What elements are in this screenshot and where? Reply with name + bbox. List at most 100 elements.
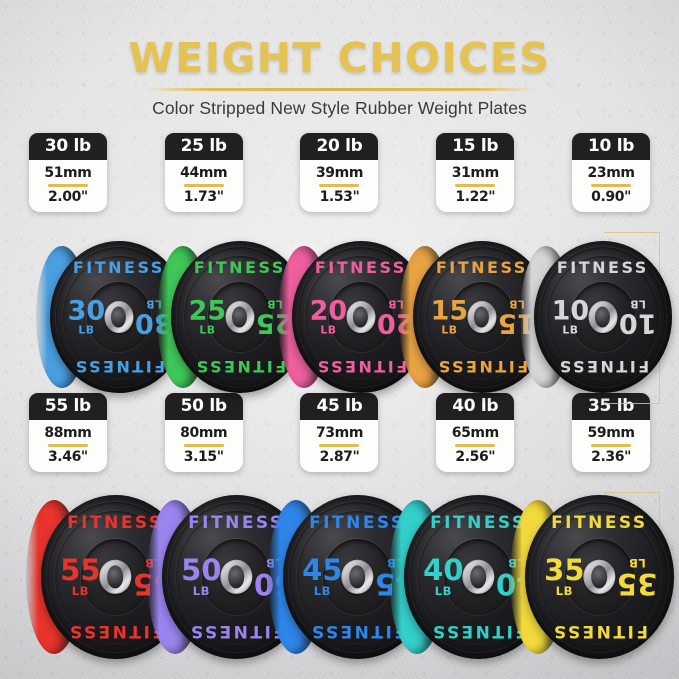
plate-weight-number: 35 — [544, 553, 585, 588]
spec-thickness-mm: 23mm — [587, 165, 635, 181]
page-subtitle: Color Stripped New Style Rubber Weight P… — [152, 98, 527, 118]
spec-label-cell: 45 lb 73mm 2.87" — [272, 393, 408, 472]
spec-thickness-inch: 3.15" — [183, 448, 224, 465]
spec-label-cell: 25 lb 44mm 1.73" — [136, 133, 272, 212]
spec-weight-label: 55 lb — [28, 393, 107, 420]
spec-card-50lb: 50 lb 80mm 3.15" — [164, 393, 243, 472]
spec-dimension-body: 88mm 3.46" — [28, 420, 107, 472]
plate-weight-number: 40 — [423, 553, 464, 588]
spec-card-30lb: 30 lb 51mm 2.00" — [28, 133, 107, 212]
weight-plate-10lb: FITNESS FITNESS 10 LB 10 LB — [520, 241, 672, 393]
spec-label-cell: 35 lb 59mm 2.36" — [543, 393, 679, 472]
plate-weight-unit: LB — [78, 323, 95, 337]
spec-thickness-mm: 39mm — [315, 165, 364, 181]
spec-label-cell: 10 lb 23mm 0.90" — [543, 133, 679, 212]
plate-brand-text-top: FITNESS — [430, 513, 527, 534]
plate-weight-number: 25 — [188, 295, 227, 327]
spec-thickness-mm: 51mm — [44, 165, 92, 181]
plate-center-hub — [462, 559, 495, 595]
spec-divider-rule — [591, 184, 632, 187]
spec-weight-label: 15 lb — [436, 133, 515, 160]
spec-dimension-body: 80mm 3.15" — [164, 420, 243, 472]
spec-card-10lb: 10 lb 23mm 0.90" — [572, 133, 651, 212]
plate-weight-number: 30 — [67, 295, 106, 327]
spec-divider-rule — [183, 444, 224, 447]
spec-card-45lb: 45 lb 73mm 2.87" — [300, 393, 379, 472]
plate-weight-unit: LB — [434, 583, 452, 598]
spec-dimension-body: 59mm 2.36" — [572, 420, 651, 472]
plate-brand-text-top: FITNESS — [551, 513, 648, 534]
plate-weight-unit: LB — [320, 323, 337, 337]
spec-divider-rule — [183, 184, 224, 187]
spec-divider-rule — [319, 184, 360, 187]
plate-groove-ring — [569, 280, 637, 354]
spec-thickness-mm: 59mm — [587, 425, 635, 441]
plate-weight-left: 45 LB — [302, 553, 343, 598]
plate-weight-number: 20 — [309, 295, 348, 327]
plate-face: FITNESS FITNESS 35 LB 35 LB — [524, 495, 674, 659]
dim-bottom-tick — [604, 663, 660, 664]
plate-brand-text-top: FITNESS — [193, 257, 286, 277]
spec-weight-label: 35 lb — [572, 393, 651, 420]
plate-weight-left: 35 LB — [544, 553, 585, 597]
spec-dimension-body: 44mm 1.73" — [164, 160, 243, 212]
spec-thickness-inch: 1.73" — [183, 188, 224, 205]
spec-thickness-inch: 0.90" — [591, 188, 631, 205]
plate-groove-ring — [206, 280, 274, 354]
plate-weight-number: 50 — [181, 553, 222, 588]
spec-thickness-inch: 2.87" — [319, 448, 360, 465]
spec-card-15lb: 15 lb 31mm 1.22" — [436, 133, 515, 212]
plate-row-top: FITNESS FITNESS 30 LB 30 LB FITNESS FITNESS 25 LB… — [0, 232, 679, 402]
spec-label-cell: 40 lb 65mm 2.56" — [407, 393, 543, 472]
plate-weight-unit: LB — [441, 323, 458, 337]
plate-weight-left: 25 LB — [188, 295, 227, 337]
spec-dimension-body: 51mm 2.00" — [28, 160, 107, 212]
plate-brand-text-top: FITNESS — [556, 257, 649, 277]
spec-divider-rule — [455, 444, 496, 447]
spec-divider-rule — [47, 184, 88, 187]
plate-brand-text-bottom: FITNESS — [551, 620, 648, 641]
spec-thickness-inch: 2.56" — [455, 448, 496, 465]
plate-groove-ring — [529, 500, 669, 654]
plate-weight-unit: LB — [199, 323, 216, 337]
plate-groove-ring — [448, 280, 516, 354]
plate-body: FITNESS FITNESS 35 LB 35 LB — [510, 495, 674, 659]
plate-weight-unit: LB — [313, 583, 331, 598]
plate-weight-number: 45 — [302, 553, 343, 588]
plate-weight-number: 35 — [617, 566, 658, 601]
plate-weight-left: 30 LB — [67, 295, 106, 337]
spec-dimension-body: 31mm 1.22" — [436, 160, 515, 212]
plate-weight-left: 40 LB — [423, 553, 464, 598]
plate-weight-unit: LB — [71, 583, 89, 598]
spec-thickness-inch: 1.22" — [455, 188, 496, 205]
plate-row-bottom: FITNESSFITNESS55LB55LBFITNESSFITNESS50LB… — [0, 492, 679, 662]
plate-weight-number: 15 — [430, 295, 469, 327]
plate-weight-unit: LB — [562, 323, 579, 337]
spec-dimension-body: 73mm 2.87" — [300, 420, 379, 472]
plate-weight-right: 35 LB — [617, 556, 658, 601]
spec-divider-rule — [319, 444, 360, 447]
plate-weight-left: 55 LB — [60, 556, 100, 598]
plate-center-hub — [104, 301, 134, 333]
spec-thickness-inch: 1.53" — [319, 188, 360, 205]
plate-weight-left: 20 LB — [309, 295, 348, 337]
plate-weight-number: 10 — [619, 307, 657, 339]
plate-body: FITNESS FITNESS 10 LB 10 LB — [520, 241, 672, 393]
spec-card-55lb: 55 lb 88mm 3.46" — [28, 393, 107, 472]
plate-center-hub — [99, 559, 132, 595]
spec-thickness-mm: 73mm — [315, 425, 364, 441]
plate-brand-text-top: FITNESS — [67, 513, 164, 534]
spec-label-cell: 15 lb 31mm 1.22" — [407, 133, 543, 212]
plate-brand-text-top: FITNESS — [309, 513, 406, 534]
page-header: WEIGHT CHOICES Color Stripped New Style … — [0, 38, 679, 119]
plate-center-hub — [588, 301, 618, 333]
spec-card-40lb: 40 lb 65mm 2.56" — [436, 393, 515, 472]
spec-thickness-mm: 80mm — [180, 425, 228, 441]
spec-thickness-inch: 2.00" — [47, 188, 88, 205]
spec-weight-label: 20 lb — [300, 133, 379, 160]
spec-label-row-top: 30 lb 51mm 2.00" 25 lb 44mm 1.73" 20 lb 39mm 1.5… — [0, 133, 679, 212]
spec-divider-rule — [455, 184, 496, 187]
spec-weight-label: 25 lb — [164, 133, 243, 160]
plate-brand-text-top: FITNESS — [188, 513, 285, 534]
